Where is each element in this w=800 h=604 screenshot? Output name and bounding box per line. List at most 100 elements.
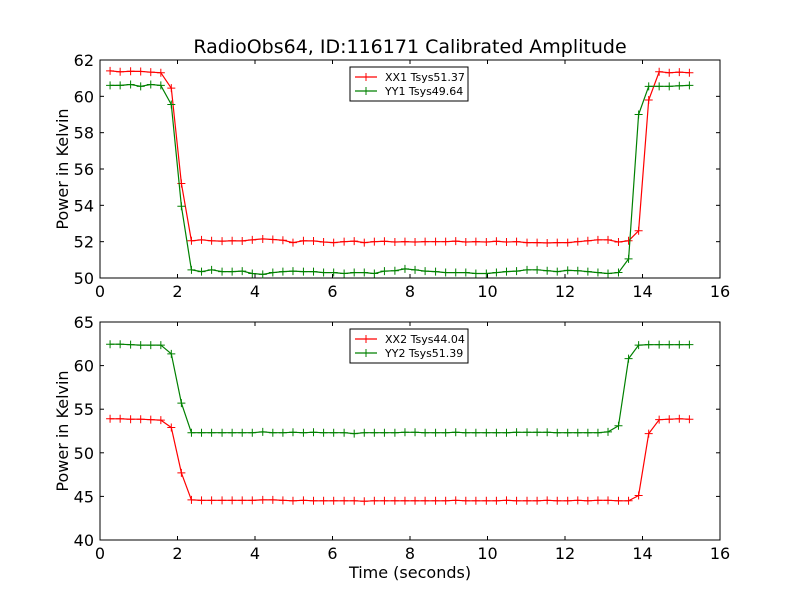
data-point-marker [248, 235, 257, 244]
data-point-marker [563, 428, 572, 437]
data-point-marker [675, 68, 684, 77]
data-point-marker [400, 428, 409, 437]
data-point-marker [288, 238, 297, 247]
data-point-marker [187, 265, 196, 274]
data-point-marker [583, 496, 592, 505]
data-point-marker [370, 237, 379, 246]
data-point-marker [400, 264, 409, 273]
data-point-marker [471, 428, 480, 437]
y-tick-label: 40 [74, 531, 94, 550]
x-tick-label: 8 [405, 282, 415, 301]
data-point-marker [218, 428, 227, 437]
data-point-marker [461, 268, 470, 277]
legend-label: YY2 Tsys51.39 [384, 347, 463, 360]
figure-title: RadioObs64, ID:116171 Calibrated Amplitu… [193, 36, 626, 58]
data-point-marker [319, 428, 328, 437]
data-point-marker [126, 80, 135, 89]
data-point-marker [136, 341, 145, 350]
x-tick-label: 16 [710, 544, 730, 563]
data-point-marker [187, 495, 196, 504]
data-point-marker [268, 268, 277, 277]
data-point-marker [665, 415, 674, 424]
data-point-marker [319, 268, 328, 277]
data-point-marker [370, 496, 379, 505]
data-point-marker [360, 268, 369, 277]
data-point-marker [380, 496, 389, 505]
data-point-marker [665, 68, 674, 77]
x-tick-label: 4 [250, 544, 260, 563]
data-point-marker [563, 496, 572, 505]
data-point-marker [329, 496, 338, 505]
data-point-marker [268, 495, 277, 504]
data-point-marker [583, 428, 592, 437]
data-point-marker [563, 266, 572, 275]
data-point-marker [624, 496, 633, 505]
data-point-marker [228, 236, 237, 245]
data-point-marker [167, 349, 176, 358]
data-point-marker [471, 269, 480, 278]
data-point-marker [553, 428, 562, 437]
data-point-marker [136, 415, 145, 424]
data-point-marker [167, 423, 176, 432]
data-point-marker [451, 237, 460, 246]
data-point-marker [288, 496, 297, 505]
data-point-marker [380, 428, 389, 437]
data-point-marker [553, 267, 562, 276]
data-point-marker [644, 95, 653, 104]
x-tick-label: 0 [95, 544, 105, 563]
x-tick-label: 12 [555, 282, 575, 301]
series-xx2 [106, 414, 694, 506]
series-xx1 [106, 66, 694, 247]
data-point-marker [360, 238, 369, 247]
data-point-marker [573, 237, 582, 246]
data-point-marker [146, 68, 155, 77]
x-tick-label: 4 [250, 282, 260, 301]
data-point-marker [278, 267, 287, 276]
data-point-marker [390, 266, 399, 275]
data-point-marker [583, 236, 592, 245]
data-point-marker [512, 496, 521, 505]
series-line [110, 70, 690, 244]
data-point-marker [350, 237, 359, 246]
y-axis-title: Power in Kelvin [53, 108, 72, 229]
data-point-marker [187, 428, 196, 437]
data-point-marker [675, 81, 684, 90]
data-point-marker [471, 496, 480, 505]
data-point-marker [288, 267, 297, 276]
data-point-marker [502, 238, 511, 247]
data-point-marker [228, 428, 237, 437]
data-point-marker [278, 236, 287, 245]
data-point-marker [614, 421, 623, 430]
data-point-marker [360, 428, 369, 437]
data-point-marker [451, 496, 460, 505]
data-point-marker [411, 238, 420, 247]
data-point-marker [461, 238, 470, 247]
data-point-marker [482, 238, 491, 247]
data-point-marker [593, 428, 602, 437]
panel-1: 0 2 4 6 8 10 12 14 16 50 52 54 56 58 60 62 Power in Kelv… [53, 51, 730, 301]
data-point-marker [502, 496, 511, 505]
data-point-marker [441, 237, 450, 246]
data-point-marker [441, 268, 450, 277]
data-point-marker [218, 267, 227, 276]
data-point-marker [492, 496, 501, 505]
data-point-marker [665, 340, 674, 349]
data-point-marker [197, 235, 206, 244]
data-point-marker [136, 67, 145, 76]
series-yy2 [106, 340, 694, 438]
x-tick-label: 6 [327, 282, 337, 301]
data-point-marker [593, 496, 602, 505]
data-point-marker [685, 340, 694, 349]
data-point-marker [238, 267, 247, 276]
data-point-marker [655, 82, 664, 91]
data-point-marker [583, 267, 592, 276]
legend-marker [362, 73, 370, 81]
data-point-marker [421, 496, 430, 505]
data-point-marker [299, 236, 308, 245]
series-line [110, 418, 690, 502]
data-point-marker [614, 496, 623, 505]
data-point-marker [461, 428, 470, 437]
data-point-marker [614, 268, 623, 277]
data-point-marker [116, 81, 125, 90]
